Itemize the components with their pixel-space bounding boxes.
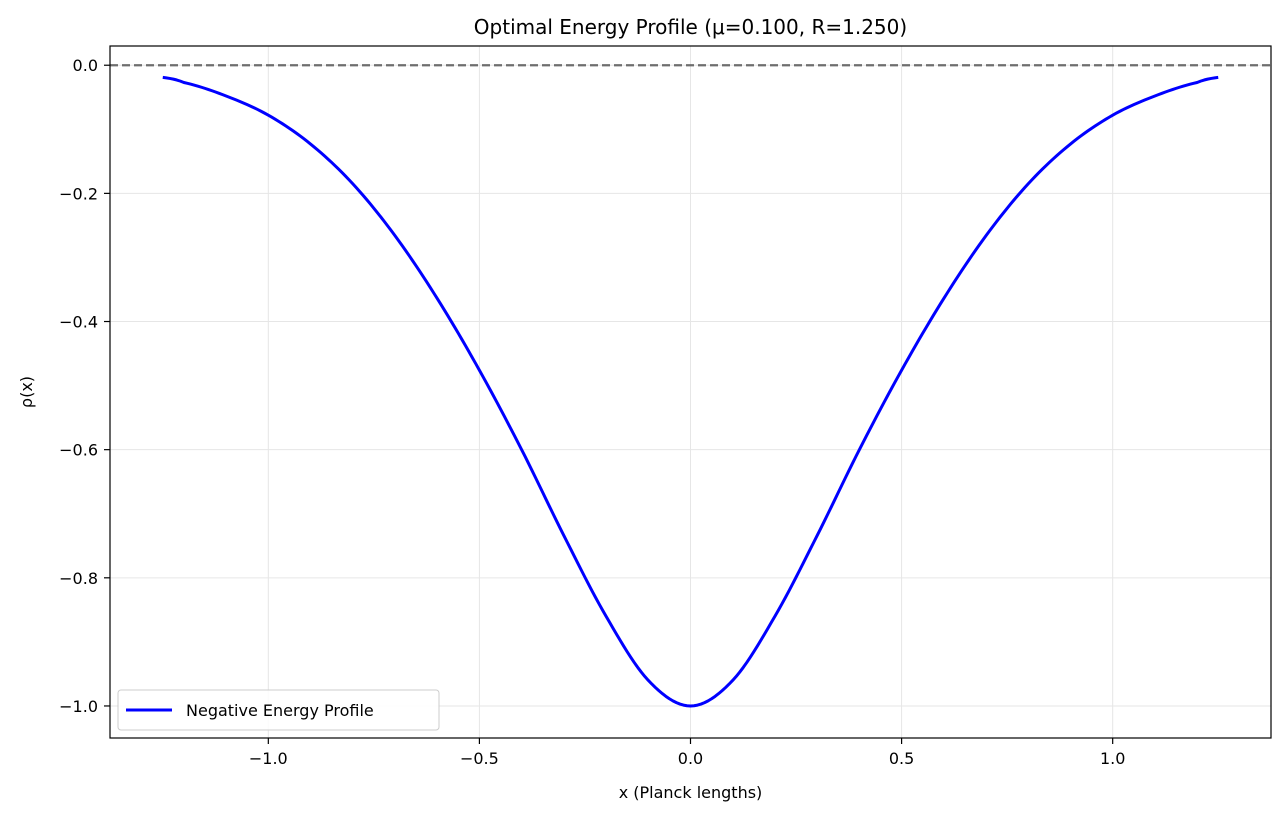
series-line-negative-energy-profile: [162, 75, 1219, 708]
x-tick-label: 0.5: [889, 749, 914, 768]
legend-entry: Negative Energy Profile: [186, 701, 374, 720]
chart-title: Optimal Energy Profile (μ=0.100, R=1.250…: [474, 15, 907, 39]
x-tick-label: 0.0: [678, 749, 703, 768]
y-tick-label: −0.8: [59, 569, 98, 588]
y-tick-label: −0.2: [59, 184, 98, 203]
x-tick-label: 1.0: [1100, 749, 1125, 768]
legend-box: [117, 689, 440, 731]
y-tick-label: −0.6: [59, 441, 98, 460]
y-tick-label: −1.0: [59, 697, 98, 716]
x-axis-ticks: −1.0 −0.5 0.0 0.5 1.0: [249, 738, 1125, 768]
x-tick-label: −0.5: [460, 749, 499, 768]
y-axis-label: ρ(x): [17, 376, 36, 408]
series-group: [162, 75, 1219, 708]
y-tick-label: 0.0: [73, 56, 98, 75]
x-axis-label: x (Planck lengths): [619, 783, 763, 802]
y-tick-label: −0.4: [59, 313, 98, 332]
x-tick-label: −1.0: [249, 749, 288, 768]
legend: Negative Energy Profile: [117, 689, 440, 731]
y-axis-ticks: 0.0 −0.2 −0.4 −0.6 −0.8 −1.0: [59, 56, 110, 716]
